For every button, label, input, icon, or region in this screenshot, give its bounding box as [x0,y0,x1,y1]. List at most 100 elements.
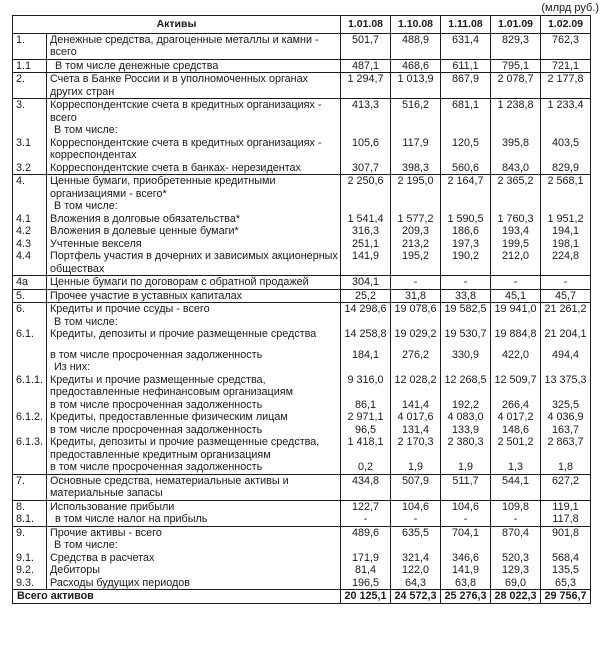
value-cell: 346,6 [440,551,492,564]
row-number: 4а [12,275,47,289]
value-cell: 19 941,0 [490,302,542,328]
column-header-assets: Активы [11,15,342,34]
value-cell: 63,8 [440,576,492,590]
column-header-date: 1.01.08 [340,15,392,34]
value-cell: 193,4 [490,225,542,238]
value-cell: 224,8 [540,250,592,276]
table-row: 8.1. в том числе налог на прибыль - - - -117,… [12,513,592,526]
value-cell: 1,3 [490,461,542,474]
value-cell: 330,9 [440,348,492,374]
value-cell: 266,4 [490,398,542,411]
value-cell: 141,9 [440,564,492,577]
value-cell: - [440,275,492,289]
value-cell: 829,9 [540,161,592,175]
row-label: в том числе просроченная задолженность [45,398,342,411]
value-cell: 316,3 [340,225,392,238]
value-cell: 251,1 [340,237,392,250]
value-cell: 4 017,2 [490,411,542,424]
value-cell: 148,6 [490,423,542,436]
row-label: В том числе денежные средства [45,58,342,73]
row-number: 4. [12,174,47,213]
table-row: 6.1.1. Кредиты и прочие размещенные средс… [12,373,592,399]
table-row: 3. Корреспондентские счета в кредитных ор… [12,98,592,137]
value-cell: 1,8 [540,461,592,474]
value-cell: 829,3 [490,32,542,59]
value-cell: 516,2 [390,98,442,137]
value-cell: 4 017,6 [390,411,442,424]
row-number [12,398,47,411]
table-row: 6.1.2. Кредиты, предоставленные физически… [12,411,592,424]
value-cell: 1 541,4 [340,212,392,225]
row-number: 9. [12,525,47,552]
value-cell: 488,9 [390,32,442,59]
table-row: 4.3 Учтенные векселя 251,1 213,2 197,3 199,5 1… [12,237,592,250]
value-cell: 117,9 [390,136,442,162]
table-row: 4.4 Портфель участия в дочерних и зависим… [12,250,592,276]
value-cell: - [490,275,542,289]
table-row: 1. Денежные средства, драгоценные металлы… [12,32,592,59]
value-cell: 117,8 [540,513,592,526]
row-label: Вложения в долевые ценные бумаги* [45,225,342,238]
value-cell: 213,2 [390,237,442,250]
value-cell: 1 238,8 [490,98,542,137]
value-cell: 21 261,2 [540,302,592,328]
value-cell: 119,1 [540,499,592,513]
row-label: в том числе просроченная задолженность [45,423,342,436]
value-cell: 109,8 [490,499,542,513]
value-cell: 122,7 [340,499,392,513]
value-cell: 12 028,2 [390,373,442,399]
value-cell: 64,3 [390,576,442,590]
value-cell: 501,7 [340,32,392,59]
value-cell: 489,6 [340,525,392,552]
value-cell: 105,6 [340,136,392,162]
value-cell: 19 078,6 [390,302,442,328]
assets-table-footer: Всего активов 20 125,1 24 572,3 25 276,3… [11,589,592,603]
column-header-date: 1.11.08 [440,15,492,34]
row-label: Ценные бумаги по договорам с обратной пр… [45,275,342,289]
assets-table-header: Активы 1.01.08 1.10.08 1.11.08 1.01.09 1… [11,15,592,34]
value-cell: 133,9 [440,423,492,436]
value-cell: 1,9 [390,461,442,474]
value-cell: 2 380,3 [440,436,492,461]
row-label: Кредиты, депозиты и прочие размещенные с… [45,436,342,461]
value-cell: 96,5 [340,423,392,436]
table-row: 9.1. Средства в расчетах 171,9 321,4 346,6 52… [12,551,592,564]
value-cell: 212,0 [490,250,542,276]
row-label: Корреспондентские счета в банках- нерези… [45,161,342,175]
value-cell: 2 250,6 [340,174,392,213]
value-cell: 511,7 [440,473,492,500]
table-row: 6.1. Кредиты, депозиты и прочие размещенн… [12,328,592,349]
value-cell: 681,1 [440,98,492,137]
value-cell: 19 029,2 [390,328,442,349]
total-value-cell: 29 756,7 [540,589,592,603]
assets-table-body: 1. Денежные средства, драгоценные металлы… [12,32,592,590]
value-cell: 395,8 [490,136,542,162]
value-cell: 122,0 [390,564,442,577]
value-cell: 1 760,3 [490,212,542,225]
table-row: 6.1.3. Кредиты, депозиты и прочие размеще… [12,436,592,461]
row-label: Средства в расчетах [45,551,342,564]
total-value-cell: 25 276,3 [440,589,492,603]
value-cell: 19 530,7 [440,328,492,349]
value-cell: 520,3 [490,551,542,564]
value-cell: 25,2 [340,288,392,303]
table-row: 9.2. Дебиторы 81,4 122,0 141,9 129,3 135,5 [12,564,592,577]
total-value-cell: 24 572,3 [390,589,442,603]
value-cell: 14 298,6 [340,302,392,328]
row-label: Прочие активы - всего В том числе: [45,525,342,552]
value-cell: 1 577,2 [390,212,442,225]
value-cell: 12 268,5 [440,373,492,399]
value-cell: 398,3 [390,161,442,175]
value-cell: 843,0 [490,161,542,175]
row-label: Денежные средства, драгоценные металлы и… [45,32,342,59]
row-number: 6.1.1. [12,373,47,399]
row-label: Расходы будущих периодов [45,576,342,590]
value-cell: 0,2 [340,461,392,474]
value-cell: 276,2 [390,348,442,374]
row-label: Кредиты, депозиты и прочие размещенные с… [45,328,342,349]
value-cell: 4 083,0 [440,411,492,424]
row-label: Портфель участия в дочерних и зависимых … [45,250,342,276]
value-cell: 413,3 [340,98,392,137]
table-row: 3.1 Корреспондентские счета в кредитных о… [12,136,592,162]
row-number: 7. [12,473,47,500]
